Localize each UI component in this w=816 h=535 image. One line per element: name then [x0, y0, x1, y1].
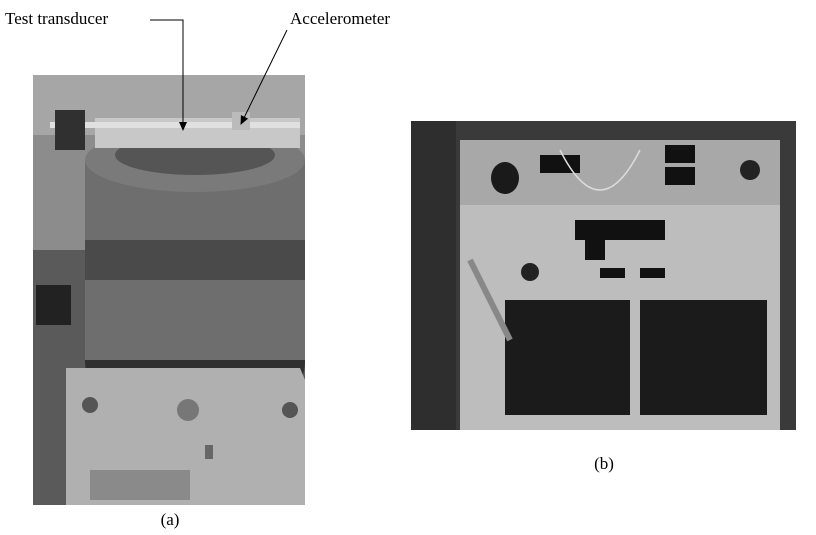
panel-label: (b) — [594, 454, 614, 473]
callout-label: Accelerometer — [290, 9, 390, 28]
callout-arrow — [240, 29, 288, 125]
callout-label: Test transducer — [5, 9, 108, 28]
panel-label: (a) — [161, 510, 180, 529]
callout-arrow — [150, 19, 187, 131]
photo-a — [33, 75, 305, 505]
photo-b — [411, 121, 796, 430]
